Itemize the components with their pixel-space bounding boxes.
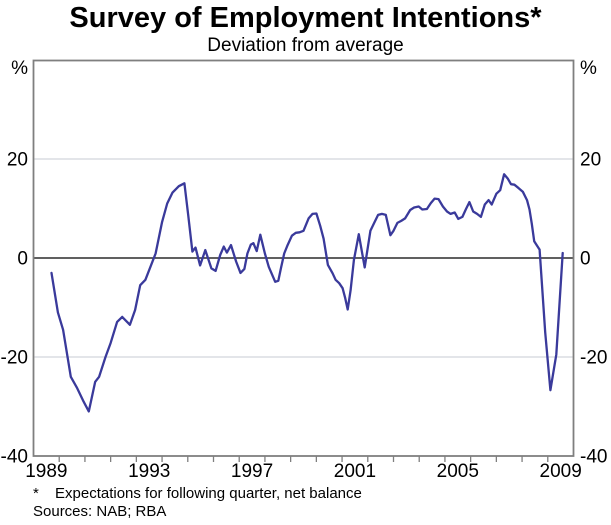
x-tick-label: 2009 xyxy=(540,461,582,482)
plot-frame xyxy=(32,59,575,457)
x-tick-label: 1989 xyxy=(25,461,67,482)
y-tick-label-right: -40 xyxy=(580,447,607,468)
y-tick-label-left: -20 xyxy=(1,348,28,369)
x-tick-label: 1997 xyxy=(231,461,273,482)
y-axis-unit-left: % xyxy=(11,58,28,79)
footnote-marker: * xyxy=(33,485,39,502)
chart-title: Survey of Employment Intentions* xyxy=(69,2,542,34)
data-line xyxy=(50,173,564,413)
y-tick-label-left: 20 xyxy=(7,150,28,171)
y-tick-label-left: 0 xyxy=(17,249,28,270)
y-axis-unit-right: % xyxy=(580,58,597,79)
x-tick-label: 1993 xyxy=(128,461,170,482)
y-tick-label-right: -20 xyxy=(580,348,607,369)
footnote: * Expectations for following quarter, net… xyxy=(33,485,601,502)
x-tick-label: 2005 xyxy=(437,461,479,482)
chart-subtitle: Deviation from average xyxy=(207,35,404,56)
y-tick-label-right: 20 xyxy=(580,150,601,171)
sources-line: Sources: NAB; RBA xyxy=(33,503,167,520)
y-tick-label-left: -40 xyxy=(1,447,28,468)
y-tick-label-right: 0 xyxy=(580,249,591,270)
x-tick-label: 2001 xyxy=(334,461,376,482)
footnote-text: Expectations for following quarter, net … xyxy=(55,485,362,502)
